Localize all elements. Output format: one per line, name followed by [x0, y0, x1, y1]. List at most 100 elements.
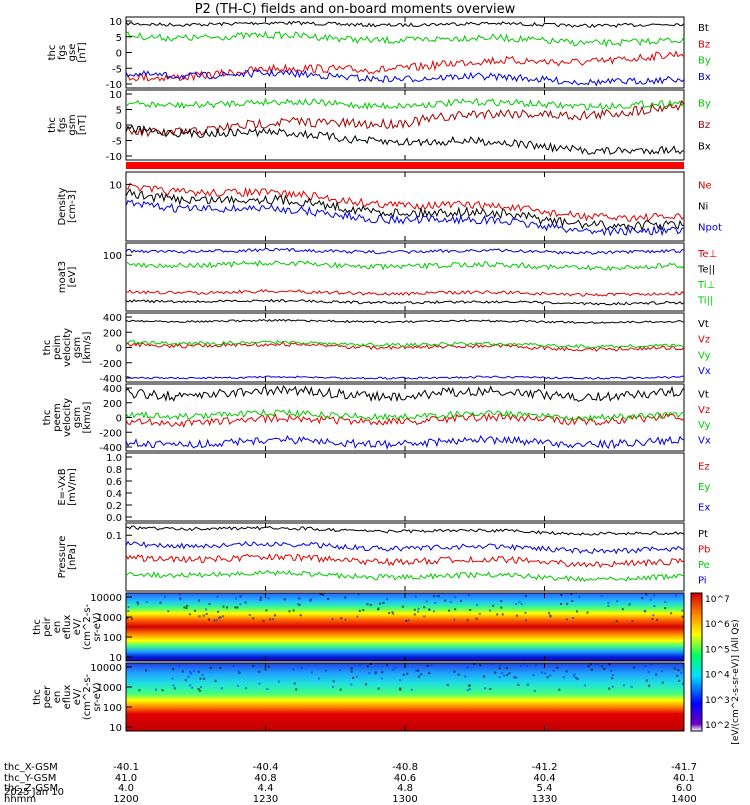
- data-gap-bar: [126, 162, 684, 169]
- spectrogram-noise: [468, 685, 470, 687]
- spectrogram-noise: [646, 680, 648, 682]
- spectrogram-noise: [610, 670, 612, 672]
- legend-entry: Bx: [698, 141, 711, 152]
- spectrogram-noise: [137, 602, 139, 604]
- legend-entry: Vy: [698, 420, 711, 431]
- spectrogram-noise: [428, 672, 430, 674]
- legend-entry: Ez: [698, 461, 710, 472]
- spectrogram-noise: [431, 665, 433, 667]
- series-line: [126, 22, 684, 28]
- spectrogram-noise: [560, 594, 562, 596]
- spectrogram-noise: [126, 617, 128, 619]
- y-tick-label: 200: [103, 399, 122, 410]
- spectrogram-noise: [340, 617, 342, 619]
- y-tick-label: 0.2: [106, 501, 122, 512]
- y-tick-label: -5: [112, 137, 122, 148]
- spectrogram-noise: [299, 604, 301, 606]
- legend-entry: Ne: [698, 181, 712, 192]
- spectrogram-noise: [186, 605, 188, 607]
- spectrogram-noise: [402, 606, 404, 608]
- spectrogram-noise: [272, 618, 274, 620]
- spectrogram-noise: [629, 603, 631, 605]
- legend-entry: Te⊥: [697, 249, 717, 260]
- legend-entry: Ni: [698, 202, 708, 213]
- spectrogram-noise: [382, 602, 384, 604]
- colorbar-tick: 10^6: [705, 620, 730, 630]
- legend-entry: Pi: [698, 575, 707, 586]
- spectrogram-noise: [534, 690, 536, 692]
- spectrogram-noise: [217, 596, 219, 598]
- spectrogram-noise: [239, 603, 241, 605]
- spectrogram-noise: [484, 687, 486, 689]
- spectrogram-noise: [601, 595, 603, 597]
- spectrogram-noise: [193, 670, 195, 672]
- legend-entry: Bt: [698, 23, 709, 34]
- spectrogram-noise: [187, 676, 189, 678]
- spectrogram-noise: [453, 619, 455, 621]
- legend-entry: Ex: [698, 503, 710, 514]
- spectrogram-noise: [573, 675, 575, 677]
- series-line: [126, 99, 684, 110]
- spectrogram-noise: [274, 614, 276, 616]
- spectrogram-noise: [340, 689, 342, 691]
- spectrogram-noise: [199, 690, 201, 692]
- x-tick-value: -40.1: [96, 763, 156, 774]
- spectrogram-noise: [226, 607, 228, 609]
- spectrogram-noise: [214, 619, 216, 621]
- colorbar-label: [eV/(cm^2-s-sr-eV)] (All Qs): [731, 619, 741, 744]
- spectrogram-noise: [294, 683, 296, 685]
- spectrogram-noise: [433, 610, 435, 612]
- spectrogram-noise: [252, 617, 254, 619]
- spectrogram-noise: [616, 600, 618, 602]
- spectrogram-noise: [678, 680, 680, 682]
- spectrogram-noise: [310, 599, 312, 601]
- spectrogram-noise: [433, 595, 435, 597]
- spectrogram-noise: [434, 602, 436, 604]
- spectrogram-noise: [370, 604, 372, 606]
- y-tick-label: 10: [109, 180, 122, 191]
- spectrogram-noise: [239, 672, 241, 674]
- spectrogram-noise: [607, 605, 609, 607]
- colorbar: [691, 593, 702, 731]
- spectrogram-noise: [489, 688, 491, 690]
- spectrogram-noise: [128, 606, 130, 608]
- spectrogram-noise: [645, 593, 647, 595]
- y-tick-label: 5: [116, 106, 122, 117]
- y-tick-label: 0.4: [106, 489, 122, 500]
- x-tick-value: 4.8: [375, 784, 435, 795]
- spectrogram-noise: [236, 607, 238, 609]
- spectrogram-noise: [502, 613, 504, 615]
- y-axis-label: [km/s]: [82, 331, 93, 363]
- spectrogram-noise: [245, 687, 247, 689]
- spectrogram-noise: [650, 599, 652, 601]
- spectrogram-noise: [437, 595, 439, 597]
- series-line: [126, 200, 684, 235]
- spectrogram-noise: [677, 669, 679, 671]
- spectrogram-noise: [420, 673, 422, 675]
- series-line: [126, 410, 684, 421]
- spectrogram-noise: [655, 674, 657, 676]
- y-tick-label: 0.6: [106, 477, 122, 488]
- spectrogram-noise: [676, 675, 678, 677]
- x-tick-value: 5.4: [515, 784, 575, 795]
- spectrogram-noise: [189, 671, 191, 673]
- spectrogram-noise: [499, 664, 501, 666]
- spectrogram-noise: [311, 672, 313, 674]
- panel-frame: [126, 243, 684, 311]
- spectrogram-noise: [535, 664, 537, 666]
- spectrogram-noise: [489, 610, 491, 612]
- spectrogram-noise: [464, 676, 466, 678]
- spectrogram-noise: [681, 610, 683, 612]
- spectrogram-noise: [601, 665, 603, 667]
- spectrogram-noise: [633, 667, 635, 669]
- spectrogram-noise: [162, 689, 164, 691]
- spectrogram-noise: [450, 601, 452, 603]
- spectrogram-noise: [526, 665, 528, 667]
- spectrogram-noise: [411, 689, 413, 691]
- series-line: [126, 542, 684, 554]
- y-tick-label: 0.0: [106, 513, 122, 524]
- spectrogram-noise: [356, 676, 358, 678]
- spectrogram-noise: [344, 619, 346, 621]
- spectrogram-noise: [327, 598, 329, 600]
